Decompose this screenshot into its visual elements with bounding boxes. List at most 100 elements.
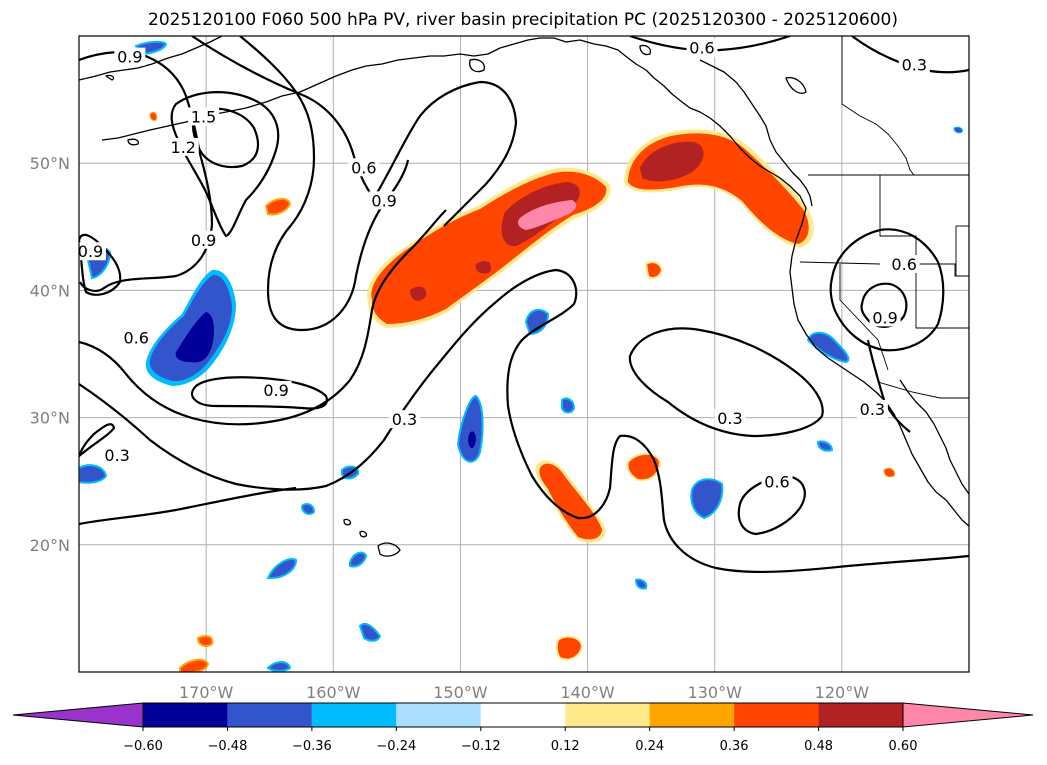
precip-small-orange-5: [196, 635, 214, 647]
contour-label: 0.9: [117, 48, 142, 67]
contour-label-bg: [888, 254, 920, 273]
precip-small-orange-4: [264, 198, 292, 216]
lon-tick-label: 150°W: [433, 683, 488, 702]
colorbar-frame: [142, 702, 904, 728]
latitude-tick-labels: 20°N 30°N 40°N 50°N: [30, 154, 70, 555]
pv-contours: [79, 36, 969, 574]
coastlines: [79, 36, 969, 557]
coast-alaska-peninsula: [101, 37, 807, 209]
colorbar-segment: [480, 703, 566, 727]
precip-neg-9: [266, 661, 292, 672]
colorbar-extend-low: [12, 702, 144, 728]
island-pnw-1: [785, 76, 807, 94]
island-aleutian-2: [127, 138, 140, 146]
pv-contour-0-9-w: [79, 233, 122, 296]
colorbar-segment: [649, 703, 735, 727]
contour-label: 0.6: [891, 255, 916, 274]
contour-label-bg: [368, 191, 400, 210]
contour-label: 1.2: [171, 138, 196, 157]
pv-contour-0-9-mid: [239, 36, 410, 332]
contour-label-bg: [101, 445, 133, 464]
pv-contour-0-6-main: [191, 36, 518, 227]
precip-small-orange-2: [555, 635, 584, 661]
pv-contour-0-9-s: [191, 376, 328, 410]
island-kodiak: [469, 58, 485, 73]
lon-tick-label: 140°W: [560, 683, 615, 702]
island-aleutian-1: [105, 74, 115, 81]
contour-label-bg: [188, 107, 220, 126]
lat-tick-label: 40°N: [30, 281, 70, 300]
precip-neg-2: [690, 478, 724, 520]
precip-neg-8: [358, 622, 382, 642]
figure-title: 2025120100 F060 500 hPa PV, river basin …: [148, 10, 898, 30]
pv-contour-0-6-california: [829, 228, 945, 352]
precip-neg-16: [953, 126, 963, 134]
pv-contour-0-3-east-oval: [628, 327, 824, 438]
precip-band-central-red-small: [410, 286, 427, 301]
colorbar-extend-high: [902, 702, 1034, 728]
map-background: [79, 36, 969, 672]
island-hawaii-big: [377, 542, 401, 557]
contour-label-bg: [120, 328, 152, 347]
contour-label-bg: [348, 158, 380, 177]
colorbar-tick-label: 0.48: [804, 739, 833, 754]
map-panel: 0.9 1.5 1.2 0.6 0.9 0.6 0.3 0.9 0.9 0.6 0.9 0.3 0.3 0…: [78, 35, 970, 673]
contour-label: 0.9: [191, 231, 216, 250]
contour-label: 0.6: [689, 39, 714, 58]
precip-neg-hawaii-north: [456, 394, 484, 463]
contour-label-bg: [388, 410, 420, 429]
coast-west-us: [789, 207, 969, 527]
precip-small-orange-8: [883, 467, 895, 478]
precip-small-orange-1: [626, 452, 662, 482]
precip-neg-12: [300, 503, 316, 515]
precip-neg-13: [816, 440, 834, 452]
lon-tick-label: 160°W: [306, 683, 361, 702]
contour-label-bg: [761, 472, 793, 491]
border-states-4: [915, 264, 969, 329]
pv-contour-1-5: [191, 107, 260, 169]
contour-label-bg: [260, 380, 292, 399]
contour-label: 0.6: [351, 158, 376, 177]
colorbar-tick-label: −0.24: [376, 739, 416, 754]
pv-contour-0-3-left-s: [79, 486, 297, 526]
colorbar-tick-label: −0.48: [208, 739, 248, 754]
precip-neg-1: [524, 308, 550, 336]
political-borders: [799, 36, 969, 399]
lon-tick-label: 130°W: [688, 683, 743, 702]
contour-label: 0.6: [764, 472, 789, 491]
pv-contour-0-6-ak: [629, 36, 791, 52]
colorbar: −0.60 −0.48 −0.36 −0.24 −0.12 0.12 0.24 0.36 0.4…: [12, 702, 1034, 754]
island-hawaii-2: [359, 530, 368, 538]
precip-neg-large-dark: [175, 312, 214, 363]
precip-band-central-pink: [518, 200, 577, 230]
colorbar-tick-label: −0.60: [123, 739, 163, 754]
coast-bering: [79, 36, 223, 81]
contour-label-bg: [686, 38, 718, 57]
colorbar-tick-label: 0.12: [551, 739, 580, 754]
colorbar-tick-label: 0.60: [889, 739, 918, 754]
colorbar-segment: [818, 703, 903, 727]
border-alaska-canada: [841, 36, 915, 176]
map-frame: [78, 35, 970, 673]
contour-label: 0.9: [371, 191, 396, 210]
contour-label-bg: [188, 230, 220, 249]
island-pnw-2: [639, 44, 652, 56]
contour-label: 0.3: [860, 400, 885, 419]
lat-tick-label: 30°N: [30, 409, 70, 428]
precip-neg-5: [79, 464, 108, 484]
contour-label: 0.3: [104, 446, 129, 465]
lat-tick-label: 50°N: [30, 154, 70, 173]
colorbar-segment: [311, 703, 397, 727]
precip-small-orange-7: [149, 111, 157, 121]
precip-pnw-red: [640, 141, 704, 182]
colorbar-segment: [396, 703, 481, 727]
contour-label: 0.3: [902, 55, 927, 74]
contour-label: 0.9: [872, 308, 897, 327]
contour-label: 0.6: [123, 329, 148, 348]
pv-contour-0-9-california: [860, 282, 908, 328]
colorbar-segment: [227, 703, 312, 727]
contour-label-bg: [79, 242, 106, 261]
colorbar-segment: [565, 703, 650, 727]
colorbar-tick-label: 0.24: [635, 739, 664, 754]
precip-neg-7: [349, 551, 368, 568]
